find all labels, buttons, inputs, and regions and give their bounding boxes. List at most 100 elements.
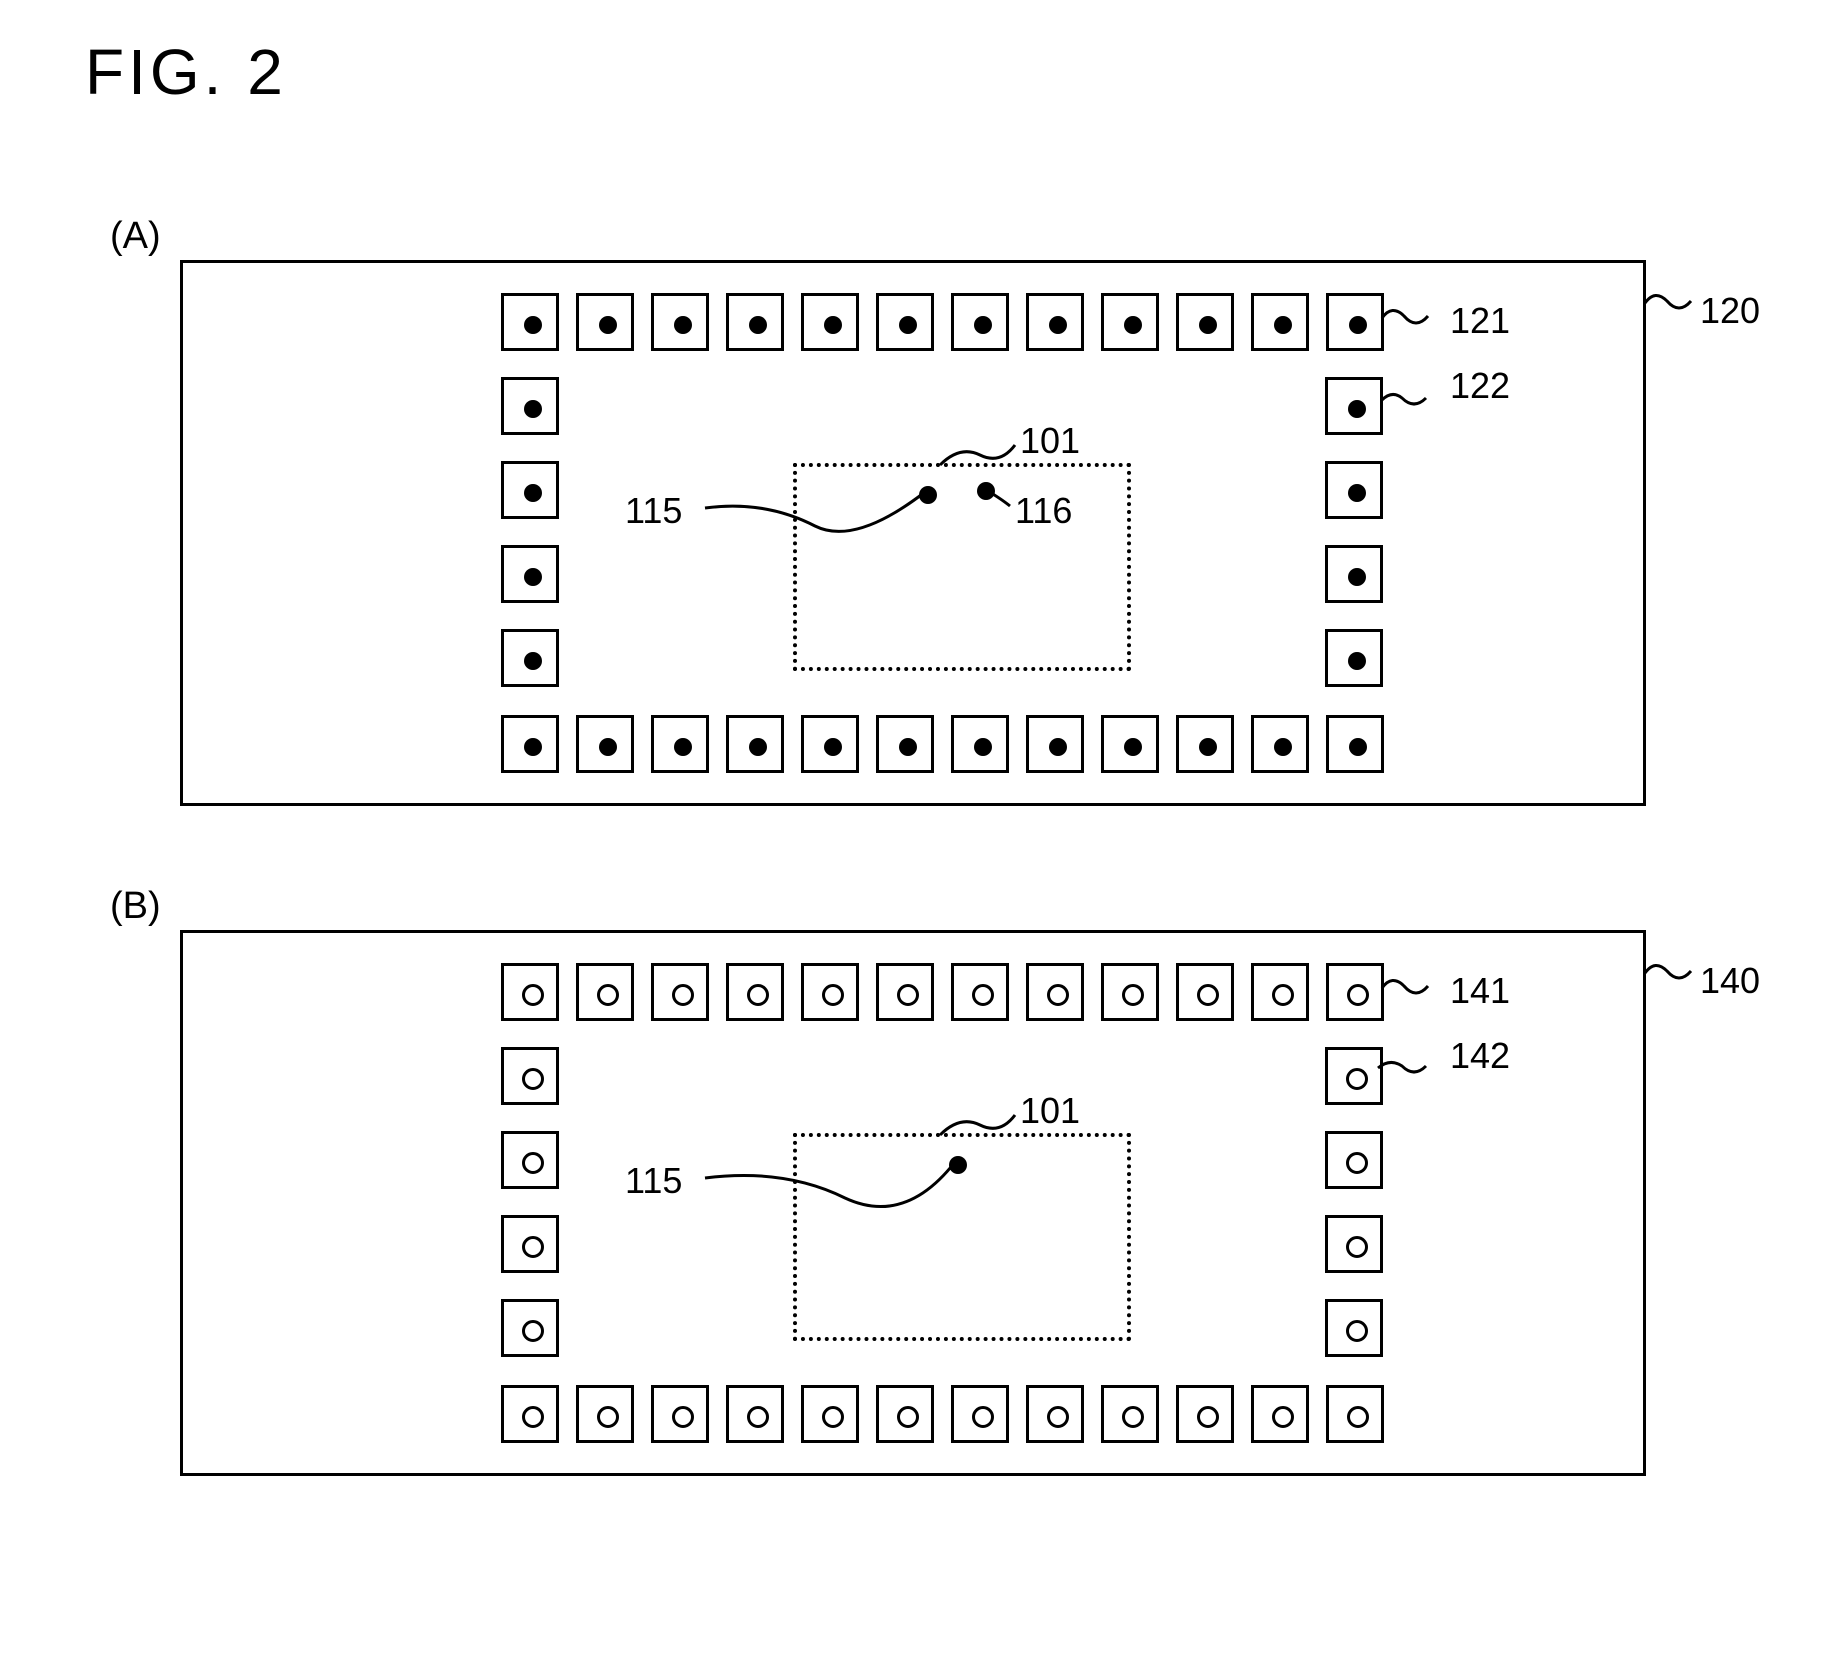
open-dot-icon: [1197, 984, 1219, 1006]
panel-a-pad-right-2: [1325, 545, 1383, 603]
open-dot-icon: [522, 1068, 544, 1090]
panel-b-pad-top-1: [576, 963, 634, 1021]
panel-a-pad-bottom-3: [726, 715, 784, 773]
panel-b-pad-bottom-9: [1176, 1385, 1234, 1443]
panel-a-pad-bottom-7: [1026, 715, 1084, 773]
figure-title: FIG. 2: [85, 35, 287, 109]
open-dot-icon: [747, 984, 769, 1006]
open-dot-icon: [822, 984, 844, 1006]
panel-a-inner-rect: [793, 463, 1131, 671]
open-dot-icon: [897, 984, 919, 1006]
open-dot-icon: [1347, 1406, 1369, 1428]
panel-b-pad-left-2: [501, 1215, 559, 1273]
panel-b-pad-bottom-6: [951, 1385, 1009, 1443]
open-dot-icon: [1122, 1406, 1144, 1428]
filled-dot-icon: [1349, 316, 1367, 334]
panel-b-pad-top-5: [876, 963, 934, 1021]
open-dot-icon: [972, 1406, 994, 1428]
subfigure-a-label: (A): [110, 215, 161, 258]
open-dot-icon: [1272, 1406, 1294, 1428]
filled-dot-icon: [1124, 316, 1142, 334]
panel-b-pad-top-10: [1251, 963, 1309, 1021]
filled-dot-icon: [524, 400, 542, 418]
panel-a-pad-top-7: [1026, 293, 1084, 351]
filled-dot-icon: [674, 316, 692, 334]
open-dot-icon: [1347, 984, 1369, 1006]
open-dot-icon: [747, 1406, 769, 1428]
open-dot-icon: [522, 1236, 544, 1258]
panel-b-pad-bottom-11: [1326, 1385, 1384, 1443]
open-dot-icon: [1272, 984, 1294, 1006]
filled-dot-icon: [1348, 484, 1366, 502]
open-dot-icon: [672, 1406, 694, 1428]
filled-dot-icon: [1274, 738, 1292, 756]
label-122: 122: [1450, 365, 1510, 407]
open-dot-icon: [1346, 1320, 1368, 1342]
filled-dot-icon: [899, 316, 917, 334]
panel-b-pad-bottom-0: [501, 1385, 559, 1443]
filled-dot-icon: [1348, 400, 1366, 418]
filled-dot-icon: [1124, 738, 1142, 756]
label-142: 142: [1450, 1035, 1510, 1077]
panel-a-pad-left-2: [501, 545, 559, 603]
panel-a-pad-left-3: [501, 629, 559, 687]
panel-a-pad-bottom-0: [501, 715, 559, 773]
panel-b-pad-top-11: [1326, 963, 1384, 1021]
open-dot-icon: [972, 984, 994, 1006]
panel-a-pad-left-0: [501, 377, 559, 435]
panel-b-pad-left-0: [501, 1047, 559, 1105]
panel-b-pad-right-1: [1325, 1131, 1383, 1189]
panel-a-pad-left-1: [501, 461, 559, 519]
open-dot-icon: [522, 1152, 544, 1174]
filled-dot-icon: [1049, 738, 1067, 756]
panel-b-pad-bottom-1: [576, 1385, 634, 1443]
filled-dot-icon: [1199, 738, 1217, 756]
panel-b-pad-bottom-3: [726, 1385, 784, 1443]
panel-a-pad-top-5: [876, 293, 934, 351]
filled-dot-icon: [674, 738, 692, 756]
panel-a-pad-right-3: [1325, 629, 1383, 687]
label-121: 121: [1450, 300, 1510, 342]
panel-a-pad-bottom-2: [651, 715, 709, 773]
filled-dot-icon: [524, 484, 542, 502]
panel-a-pad-top-4: [801, 293, 859, 351]
open-dot-icon: [672, 984, 694, 1006]
panel-b-pad-bottom-5: [876, 1385, 934, 1443]
panel-b-pad-top-8: [1101, 963, 1159, 1021]
filled-dot-icon: [1199, 316, 1217, 334]
open-dot-icon: [522, 984, 544, 1006]
panel-a-pad-bottom-11: [1326, 715, 1384, 773]
panel-b-pad-top-6: [951, 963, 1009, 1021]
filled-dot-icon: [824, 738, 842, 756]
filled-dot-icon: [974, 316, 992, 334]
panel-a-pad-bottom-10: [1251, 715, 1309, 773]
filled-dot-icon: [1349, 738, 1367, 756]
panel-b-pad-bottom-4: [801, 1385, 859, 1443]
filled-dot-icon: [899, 738, 917, 756]
panel-a-point-p115: [919, 486, 937, 504]
open-dot-icon: [822, 1406, 844, 1428]
filled-dot-icon: [524, 738, 542, 756]
panel-b-pad-bottom-10: [1251, 1385, 1309, 1443]
filled-dot-icon: [1348, 652, 1366, 670]
panel-a-pad-right-0: [1325, 377, 1383, 435]
panel-b-pad-right-3: [1325, 1299, 1383, 1357]
open-dot-icon: [1346, 1152, 1368, 1174]
panel-b-pad-top-0: [501, 963, 559, 1021]
panel-b-frame: [180, 930, 1646, 1476]
filled-dot-icon: [524, 316, 542, 334]
filled-dot-icon: [974, 738, 992, 756]
panel-a-pad-top-6: [951, 293, 1009, 351]
panel-a-pad-bottom-6: [951, 715, 1009, 773]
panel-a-pad-top-2: [651, 293, 709, 351]
panel-b-pad-top-2: [651, 963, 709, 1021]
panel-b-pad-top-4: [801, 963, 859, 1021]
filled-dot-icon: [599, 738, 617, 756]
panel-a-pad-bottom-5: [876, 715, 934, 773]
panel-b-pad-top-7: [1026, 963, 1084, 1021]
panel-a-point-p116: [977, 482, 995, 500]
open-dot-icon: [1047, 984, 1069, 1006]
panel-a-pad-bottom-1: [576, 715, 634, 773]
open-dot-icon: [1346, 1068, 1368, 1090]
panel-b-pad-right-0: [1325, 1047, 1383, 1105]
